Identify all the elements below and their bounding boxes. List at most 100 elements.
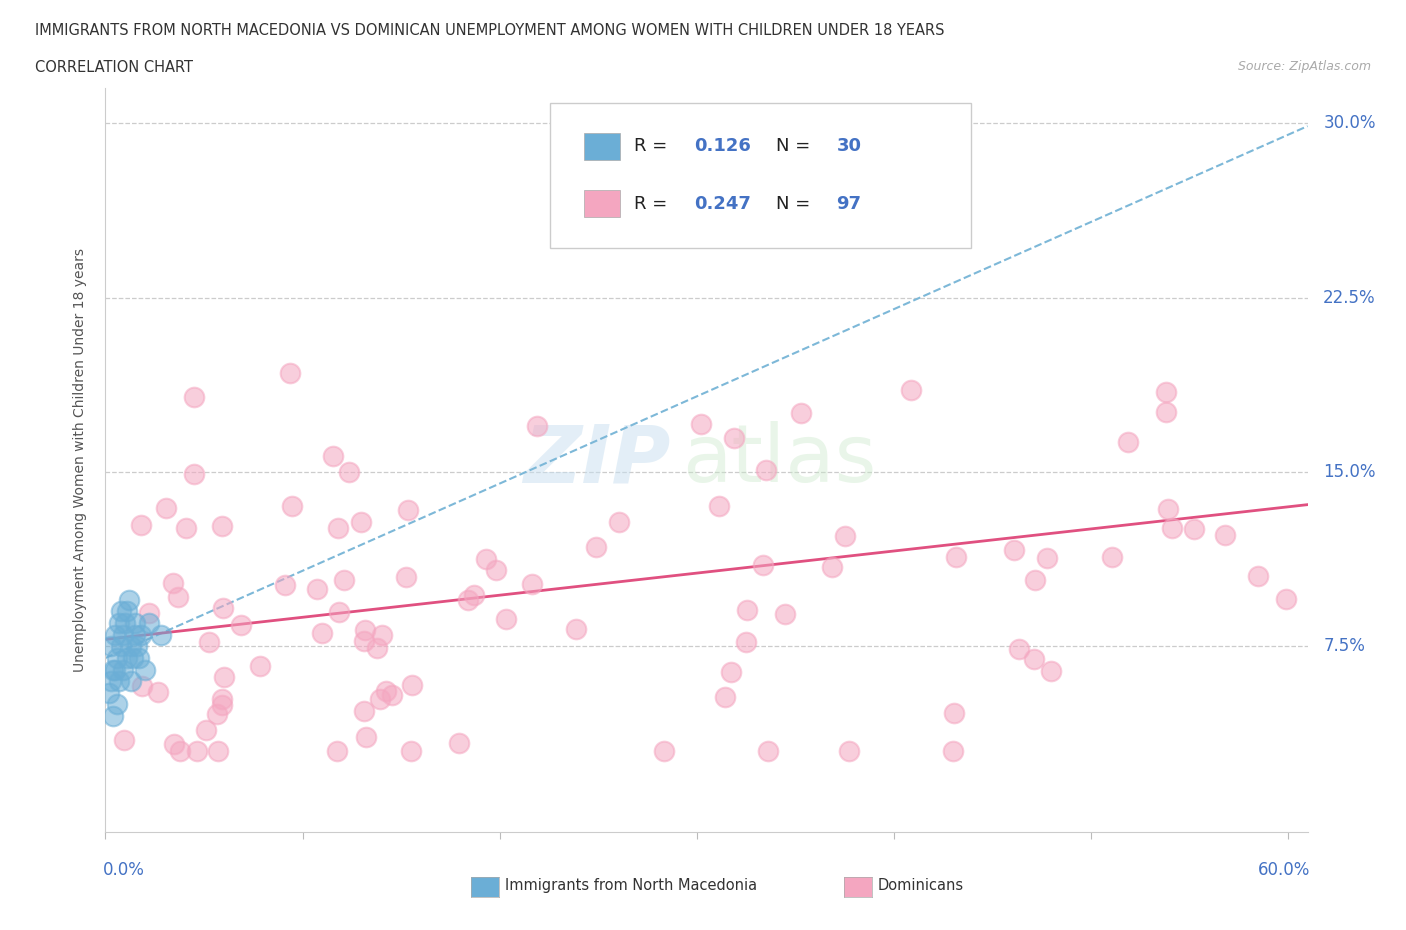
Bar <box>583 133 620 160</box>
Point <box>166 590 188 604</box>
Text: CORRELATION CHART: CORRELATION CHART <box>35 60 193 75</box>
Point <box>162 576 184 591</box>
Point <box>1024 573 1046 588</box>
Text: 97: 97 <box>837 194 862 213</box>
Point <box>110 639 132 654</box>
FancyBboxPatch shape <box>550 103 972 248</box>
Point <box>118 592 141 607</box>
Text: Source: ZipAtlas.com: Source: ZipAtlas.com <box>1237 60 1371 73</box>
Point <box>333 573 356 588</box>
Point <box>1022 651 1045 666</box>
Point <box>104 628 127 643</box>
Point <box>1160 521 1182 536</box>
Point <box>366 640 388 655</box>
Text: atlas: atlas <box>682 421 877 499</box>
Point <box>1039 664 1062 679</box>
Point <box>350 514 373 529</box>
Point <box>326 744 349 759</box>
Point <box>1008 642 1031 657</box>
Point <box>565 621 588 636</box>
Text: N =: N = <box>776 194 817 213</box>
Point <box>211 692 233 707</box>
Point <box>229 618 252 632</box>
Point <box>274 578 297 592</box>
Point <box>307 581 329 596</box>
Point <box>122 651 145 666</box>
Point <box>756 744 779 759</box>
Point <box>326 521 349 536</box>
Point <box>125 639 148 654</box>
Point <box>1215 527 1237 542</box>
Point <box>98 685 121 700</box>
Point <box>104 662 127 677</box>
Point <box>900 382 922 397</box>
Y-axis label: Unemployment Among Women with Children Under 18 years: Unemployment Among Women with Children U… <box>73 248 87 672</box>
Point <box>834 528 856 543</box>
Point <box>526 418 548 433</box>
Point <box>112 662 135 677</box>
Text: 0.126: 0.126 <box>695 138 751 155</box>
Point <box>103 709 125 724</box>
Point <box>943 706 966 721</box>
Point <box>942 744 965 759</box>
Point <box>752 558 775 573</box>
Point <box>114 616 136 631</box>
Point <box>401 678 423 693</box>
Text: 22.5%: 22.5% <box>1323 288 1376 307</box>
Point <box>395 569 418 584</box>
Point <box>100 639 122 654</box>
Point <box>110 604 132 619</box>
Point <box>194 723 217 737</box>
Point <box>146 684 169 699</box>
Bar <box>583 191 620 217</box>
Point <box>371 628 394 643</box>
Point <box>205 707 228 722</box>
Point <box>1156 405 1178 419</box>
Point <box>652 744 675 759</box>
Point <box>120 639 142 654</box>
Point <box>183 390 205 405</box>
Point <box>186 744 208 759</box>
Text: R =: R = <box>634 194 673 213</box>
Point <box>457 592 479 607</box>
Point <box>838 744 860 759</box>
Text: N =: N = <box>776 138 817 155</box>
Text: ZIP: ZIP <box>523 421 671 499</box>
Point <box>1275 591 1298 606</box>
Point <box>129 518 152 533</box>
Point <box>381 687 404 702</box>
Point <box>773 606 796 621</box>
Point <box>211 519 233 534</box>
Point <box>207 744 229 759</box>
Point <box>522 577 544 591</box>
Point <box>124 628 146 643</box>
Point <box>212 601 235 616</box>
Point <box>353 704 375 719</box>
Point <box>337 464 360 479</box>
Point <box>399 744 422 759</box>
Point <box>354 730 377 745</box>
Point <box>375 684 398 698</box>
Point <box>495 611 517 626</box>
Point <box>176 521 198 536</box>
Point <box>100 673 122 688</box>
Point <box>138 605 160 620</box>
Point <box>112 733 135 748</box>
Point <box>280 498 302 513</box>
Point <box>475 552 498 567</box>
Point <box>103 662 125 677</box>
Point <box>134 662 156 677</box>
Point <box>1101 550 1123 565</box>
Point <box>485 563 508 578</box>
Text: 60.0%: 60.0% <box>1257 860 1310 879</box>
Point <box>183 467 205 482</box>
Point <box>735 603 758 618</box>
Point <box>447 736 470 751</box>
Point <box>1157 501 1180 516</box>
Point <box>105 651 128 666</box>
Text: 0.0%: 0.0% <box>103 860 145 879</box>
Point <box>198 635 221 650</box>
Point <box>1002 542 1025 557</box>
Point <box>155 500 177 515</box>
Point <box>108 673 131 688</box>
